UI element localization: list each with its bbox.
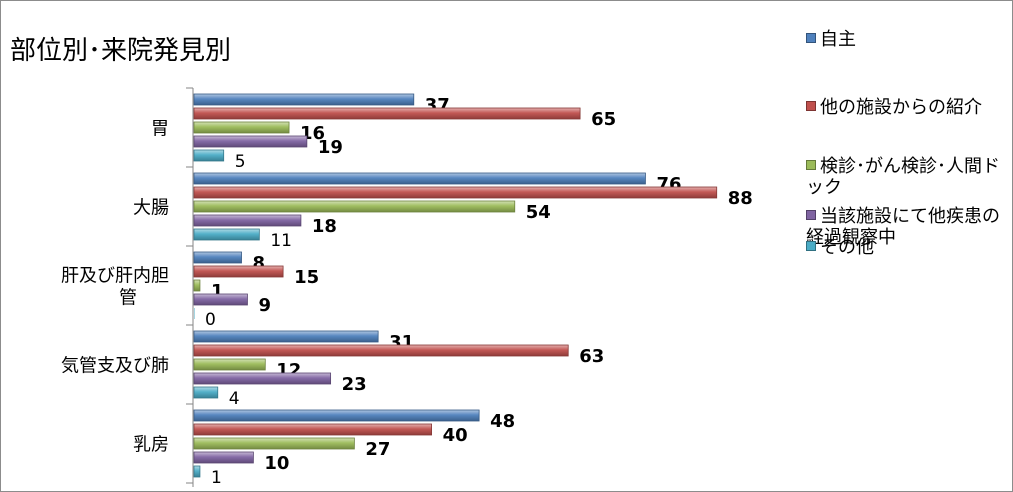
bar bbox=[193, 214, 302, 227]
data-label: 19 bbox=[318, 137, 343, 158]
data-label: 5 bbox=[235, 152, 246, 172]
bar bbox=[193, 200, 516, 213]
data-label: 23 bbox=[342, 374, 367, 395]
legend-swatch bbox=[806, 210, 816, 220]
data-label: 40 bbox=[443, 425, 468, 446]
bar bbox=[193, 135, 308, 148]
data-label: 4 bbox=[229, 389, 240, 409]
data-label: 11 bbox=[270, 231, 292, 251]
legend-swatch bbox=[806, 33, 816, 43]
data-label: 48 bbox=[490, 411, 515, 432]
y-tick-label: 肝及び肝内胆 bbox=[61, 266, 169, 287]
data-label: 10 bbox=[264, 453, 289, 474]
bar bbox=[193, 330, 379, 343]
y-tick-label: 胃 bbox=[151, 119, 169, 140]
legend-item-self: 自主 bbox=[806, 29, 856, 50]
bar bbox=[193, 107, 581, 120]
bar bbox=[193, 93, 415, 106]
y-tick-label: 乳房 bbox=[133, 435, 169, 456]
legend-item-follow-up: 当該施設にて他疾患の経過観察中 bbox=[806, 206, 1000, 248]
bar bbox=[194, 308, 195, 319]
bar bbox=[193, 409, 480, 422]
data-label: 18 bbox=[312, 216, 337, 237]
bar bbox=[193, 465, 201, 478]
legend-item-other: その他 bbox=[806, 237, 874, 258]
bar bbox=[193, 358, 266, 371]
data-label: 9 bbox=[258, 295, 271, 316]
data-label: 54 bbox=[526, 202, 551, 223]
legend-swatch bbox=[806, 101, 816, 111]
data-label: 63 bbox=[579, 346, 604, 367]
legend-item-screening: 検診･がん検診･人間ドック bbox=[806, 156, 1000, 198]
bar bbox=[193, 121, 290, 134]
bar bbox=[193, 172, 646, 185]
bar bbox=[193, 251, 242, 264]
chart-title: 部位別･来院発見別 bbox=[10, 36, 232, 66]
bar bbox=[193, 279, 201, 292]
bar bbox=[193, 437, 355, 450]
data-label: 1 bbox=[211, 468, 222, 488]
bar bbox=[193, 228, 260, 241]
y-tick-label: 管 bbox=[119, 288, 137, 309]
bar bbox=[193, 186, 718, 199]
bar bbox=[193, 386, 219, 399]
bar bbox=[193, 344, 569, 357]
bar bbox=[193, 451, 254, 464]
legend-swatch bbox=[806, 160, 816, 170]
legend-swatch bbox=[806, 241, 816, 251]
data-label: 15 bbox=[294, 267, 319, 288]
legend-item-referral: 他の施設からの紹介 bbox=[806, 97, 982, 118]
bar bbox=[193, 423, 433, 436]
y-tick-label: 大腸 bbox=[133, 198, 169, 219]
bar bbox=[193, 372, 332, 385]
data-label: 27 bbox=[365, 439, 390, 460]
bar bbox=[193, 293, 248, 306]
y-tick-label: 気管支及び肺 bbox=[61, 356, 169, 377]
data-label: 88 bbox=[728, 188, 753, 209]
bar bbox=[193, 265, 284, 278]
data-label: 0 bbox=[205, 310, 216, 330]
data-label: 65 bbox=[591, 109, 616, 130]
bar bbox=[193, 149, 225, 162]
